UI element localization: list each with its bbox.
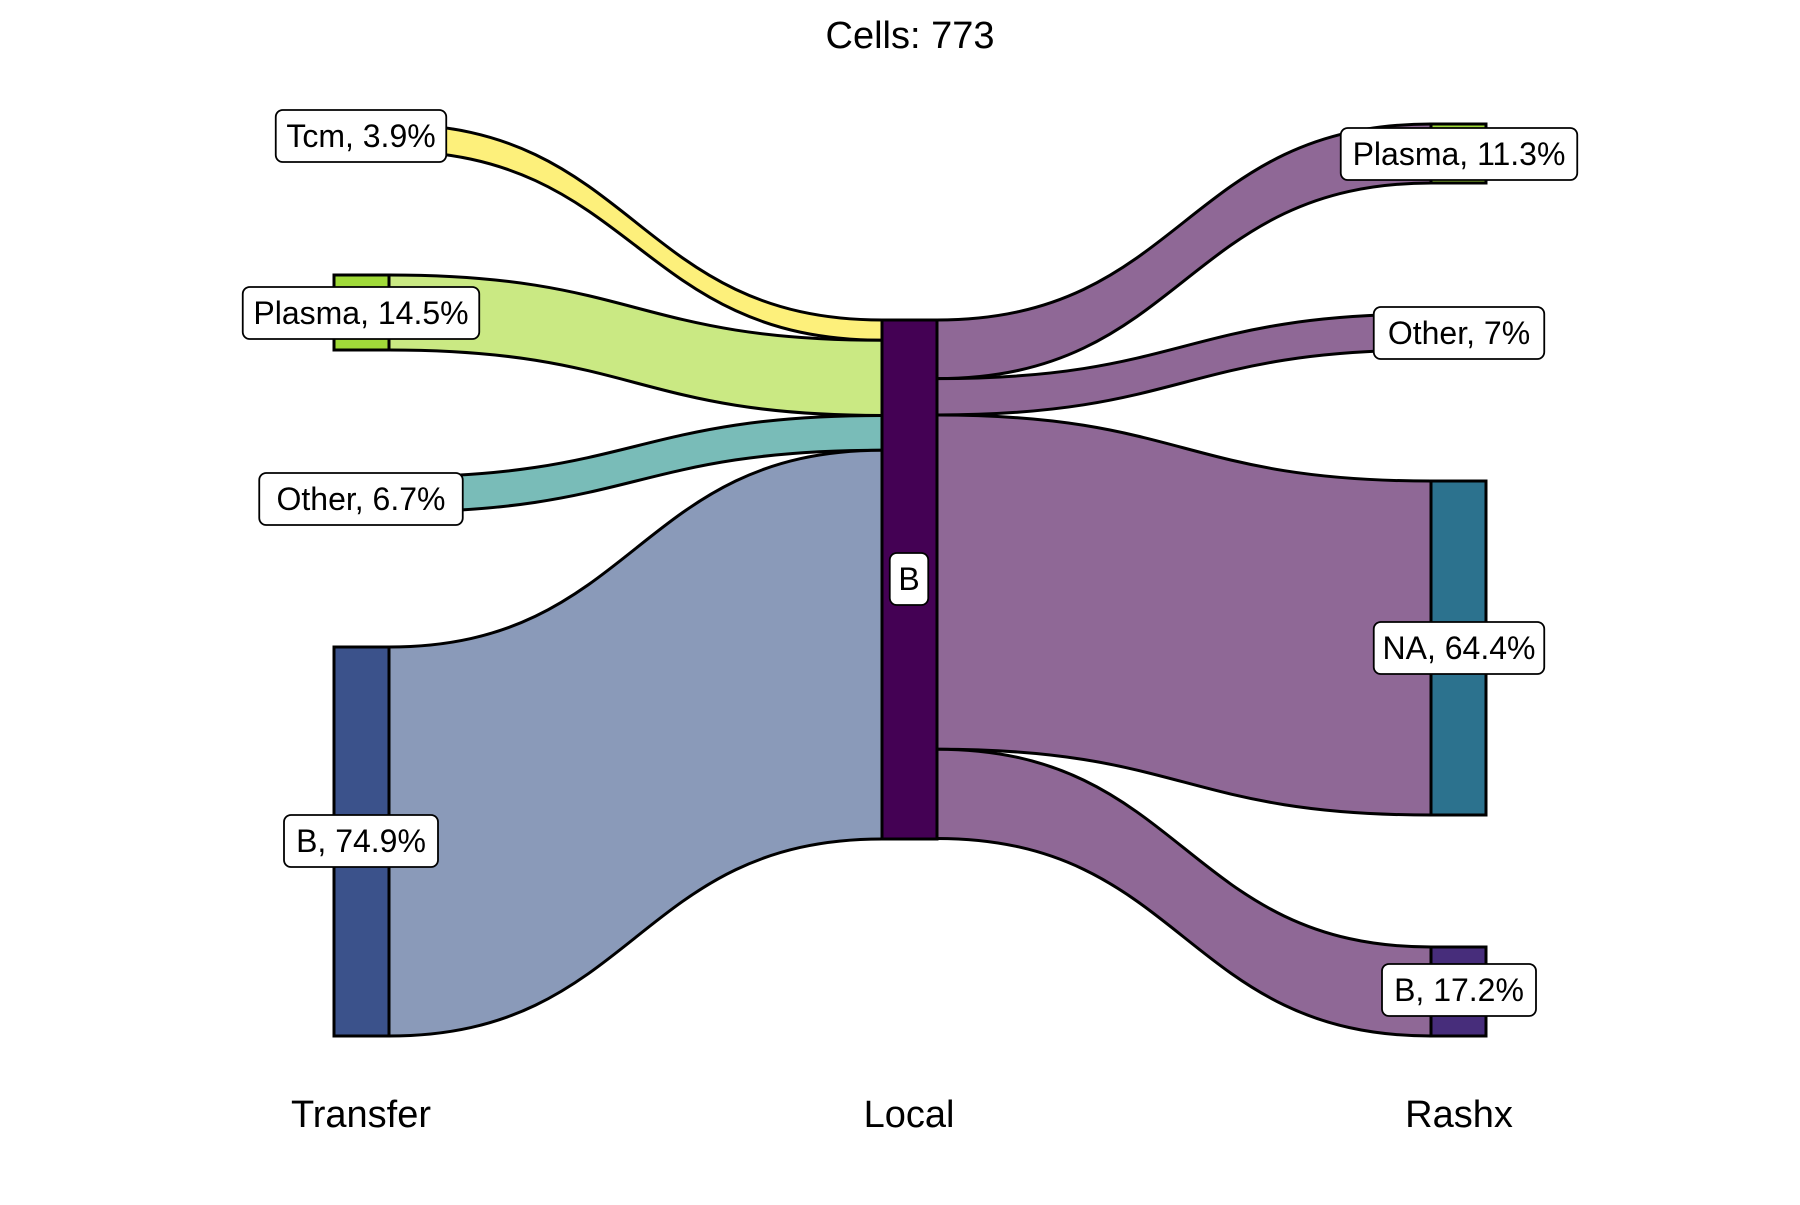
flow-edge (936, 413, 1432, 483)
flow-edge (936, 181, 1432, 381)
label-transfer-plasma-box (241, 286, 481, 340)
chart-title: Cells: 773 (826, 15, 995, 57)
flow-transfer-other-to-local-b (389, 415, 882, 512)
label-local-b: B (888, 552, 930, 606)
flow-edge (388, 413, 883, 479)
label-transfer-tcm: Tcm, 3.9% (274, 109, 448, 163)
label-rashx-other: Other, 7% (1372, 306, 1546, 360)
label-rashx-plasma: Plasma, 11.3% (1339, 127, 1579, 181)
labels-layer: Tcm, 3.9% Plasma, 14.5% Other, 6.7% B, 74.9… (241, 109, 1579, 1017)
label-rashx-plasma-box (1339, 127, 1579, 181)
label-local-b-box (888, 552, 930, 606)
axis-label-transfer: Transfer (291, 1094, 431, 1136)
label-rashx-b-text: B, 17.2% (1394, 972, 1524, 1008)
flow-edge (388, 448, 883, 514)
flow-edge (936, 348, 1432, 417)
axis-label-rashx: Rashx (1405, 1094, 1513, 1136)
label-local-b-text: B (898, 561, 919, 597)
flow-local-b-to-rashx-b (937, 749, 1431, 1036)
label-transfer-other-box (258, 472, 464, 526)
flow-local-b-to-rashx-other (937, 314, 1431, 415)
label-transfer-other: Other, 6.7% (258, 472, 464, 526)
axis-label-local: Local (864, 1094, 955, 1136)
label-rashx-b-box (1381, 963, 1537, 1017)
flow-edge (388, 837, 883, 1038)
flow-transfer-plasma-to-local-b (389, 275, 882, 416)
label-transfer-b-box (283, 814, 439, 868)
flow-edge (388, 348, 883, 417)
flow-transfer-tcm-to-local-b (389, 124, 882, 341)
flow-local-b-to-rashx-na (937, 414, 1431, 815)
label-rashx-plasma-text: Plasma, 11.3% (1353, 136, 1566, 172)
label-transfer-b-text: B, 74.9% (296, 823, 426, 859)
flow-edge (388, 448, 883, 649)
flows-layer (388, 122, 1432, 1038)
flow-edge (388, 149, 883, 342)
label-rashx-na: NA, 64.4% (1372, 621, 1546, 675)
flow-edge (388, 273, 883, 342)
label-transfer-tcm-text: Tcm, 3.9% (286, 118, 435, 154)
label-transfer-other-text: Other, 6.7% (277, 481, 446, 517)
label-transfer-tcm-box (274, 109, 448, 163)
label-rashx-other-box (1372, 306, 1546, 360)
label-rashx-other-text: Other, 7% (1388, 315, 1530, 351)
flow-edge (388, 122, 883, 322)
flow-edge (936, 122, 1432, 322)
flow-edge (936, 747, 1432, 817)
label-transfer-plasma-text: Plasma, 14.5% (253, 295, 468, 331)
flow-transfer-b-to-local-b (389, 450, 882, 1036)
label-rashx-b: B, 17.2% (1381, 963, 1537, 1017)
flow-edge (936, 312, 1432, 381)
label-transfer-b: B, 74.9% (283, 814, 439, 868)
label-transfer-plasma: Plasma, 14.5% (241, 286, 481, 340)
label-rashx-na-text: NA, 64.4% (1383, 630, 1536, 666)
flow-edge (936, 836, 1432, 1038)
flow-edge (936, 747, 1432, 949)
flow-local-b-to-rashx-plasma (937, 124, 1431, 379)
label-rashx-na-box (1372, 621, 1546, 675)
